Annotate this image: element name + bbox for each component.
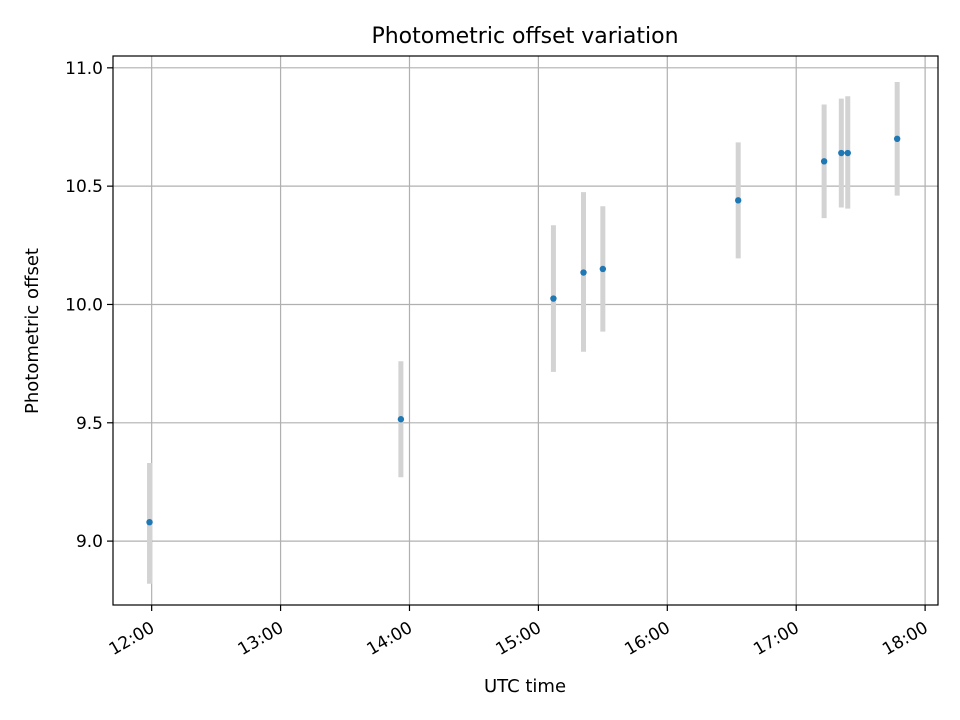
grid-lines (113, 56, 938, 605)
y-axis-label: Photometric offset (22, 248, 43, 414)
y-tick-label: 10.5 (65, 177, 103, 197)
chart-title: Photometric offset variation (371, 24, 678, 49)
data-point (550, 295, 557, 302)
y-axis-ticks: 9.0 9.5 10.0 10.5 11.0 (65, 59, 113, 552)
data-point (146, 518, 153, 526)
data-point (820, 158, 828, 165)
x-axis-label: UTC time (484, 676, 566, 697)
data-point (599, 265, 607, 273)
plot-frame (112, 55, 939, 606)
y-tick-label: 11.0 (65, 59, 103, 79)
data-point (838, 149, 845, 157)
y-tick-label: 9.5 (76, 414, 103, 434)
data-points (146, 135, 901, 526)
data-point (734, 197, 742, 204)
data-point (844, 149, 851, 157)
data-point (580, 269, 587, 276)
plot-area (113, 56, 938, 605)
y-tick-label: 10.0 (65, 295, 103, 315)
data-point (397, 416, 405, 423)
y-tick-label: 9.0 (76, 532, 103, 552)
data-point (893, 135, 901, 143)
